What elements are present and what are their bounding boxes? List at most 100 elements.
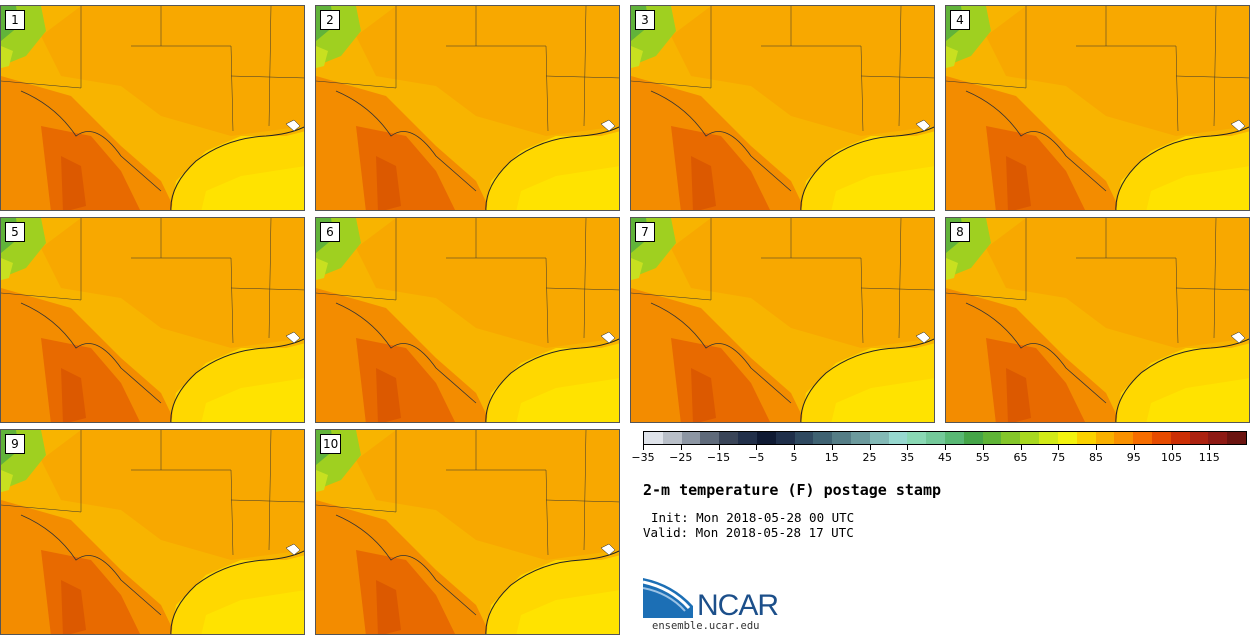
colorbar-tick [718,445,720,450]
temperature-map [1,6,304,210]
colorbar-swatch [926,432,945,444]
colorbar-tick [680,445,682,450]
logo-url: ensemble.ucar.edu [652,620,760,632]
colorbar-swatch [644,432,663,444]
colorbar-swatch [1114,432,1134,444]
colorbar-tick-label: 15 [824,451,839,464]
member-map-panel: 7 [630,217,935,423]
colorbar-tick-label: −35 [631,451,655,464]
colorbar-tick [1020,445,1022,450]
colorbar-tick-label: 65 [1013,451,1028,464]
colorbar-swatch [1189,432,1209,444]
colorbar-tick [1133,445,1135,450]
colorbar-swatch [907,432,927,444]
colorbar-tick-label: 115 [1198,451,1220,464]
colorbar-swatch [1001,432,1021,444]
member-map-panel: 2 [315,5,620,211]
member-map-panel: 8 [945,217,1250,423]
colorbar-tick-label: 55 [975,451,990,464]
colorbar-swatch [1170,432,1190,444]
colorbar-swatch [1057,432,1077,444]
temperature-map [946,218,1249,422]
colorbar-swatch [1151,432,1171,444]
figure-title: 2-m temperature (F) postage stamp [643,481,942,499]
member-number-label: 2 [320,10,340,30]
member-map-panel: 3 [630,5,935,211]
member-map-panel: 10 [315,429,620,635]
member-number-label: 9 [5,434,25,454]
member-number-label: 1 [5,10,25,30]
colorbar-tick [794,445,795,450]
colorbar-swatch [1227,432,1246,444]
colorbar-swatch [963,432,983,444]
ncar-logo-icon [643,578,693,618]
valid-time: Valid: Mon 2018-05-28 17 UTC [643,525,854,540]
colorbar-tick [1209,445,1211,450]
colorbar-labels: −35 −25 −15 −5 5 15 25 35 45 55 65 75 85 95 105 115 [631,451,1247,465]
temperature-map [946,6,1249,210]
member-number-label: 6 [320,222,340,242]
colorbar-tick [1096,445,1097,450]
colorbar-swatch [1076,432,1096,444]
colorbar-tick [756,445,758,450]
temperature-map [1,430,304,634]
colorbar-swatch [681,432,701,444]
member-number-label: 7 [635,222,655,242]
colorbar-tick [643,445,644,450]
colorbar-swatch [813,432,833,444]
colorbar-swatch [1039,432,1058,444]
colorbar-tick-label: 85 [1089,451,1103,464]
colorbar-swatch [719,432,739,444]
colorbar-swatch [945,432,964,444]
colorbar-swatch [662,432,682,444]
member-map-panel: 4 [945,5,1250,211]
colorbar-tick-label: 105 [1161,451,1182,464]
colorbar-swatch [756,432,776,444]
colorbar-swatch [1133,432,1152,444]
colorbar-swatch [869,432,889,444]
member-number-label: 8 [950,222,970,242]
colorbar-tick-label: −15 [706,451,731,464]
member-map-panel: 6 [315,217,620,423]
temperature-map [316,430,619,634]
colorbar-swatch [1208,432,1228,444]
logo-text: NCAR [697,589,779,622]
colorbar-tick [869,445,871,450]
colorbar-tick [907,445,909,450]
member-number-label: 4 [950,10,970,30]
colorbar-swatch [982,432,1002,444]
colorbar-swatch [794,432,814,444]
colorbar-tick-label: 75 [1051,451,1066,464]
member-number-label: 10 [320,434,342,454]
colorbar-swatch [775,432,795,444]
temperature-map [316,218,619,422]
colorbar-tick-label: 45 [938,451,952,464]
temperature-map [316,6,619,210]
init-time: Init: Mon 2018-05-28 00 UTC [651,510,855,525]
colorbar-tick [1171,445,1173,450]
temperature-map [1,218,304,422]
colorbar-swatch [888,432,908,444]
colorbar-tick [831,445,833,450]
member-map-panel: 9 [0,429,305,635]
temperature-map [631,218,934,422]
colorbar-tick [1058,445,1060,450]
member-map-panel: 1 [0,5,305,211]
colorbar-swatch [1095,432,1115,444]
member-number-label: 5 [5,222,25,242]
colorbar-tick [945,445,946,450]
member-map-panel: 5 [0,217,305,423]
colorbar-tick-label: −5 [748,451,765,464]
colorbar-swatch [850,432,870,444]
colorbar-tick [982,445,984,450]
colorbar-tick-label: −25 [669,451,693,464]
colorbar-tick-label: 35 [900,451,915,464]
colorbar-tick-label: 25 [862,451,877,464]
temperature-colorbar [643,431,1247,445]
colorbar-swatch [738,432,757,444]
colorbar-tick-label: 95 [1126,451,1141,464]
colorbar-swatch [700,432,720,444]
colorbar-swatch [1020,432,1040,444]
member-number-label: 3 [635,10,655,30]
temperature-map [631,6,934,210]
